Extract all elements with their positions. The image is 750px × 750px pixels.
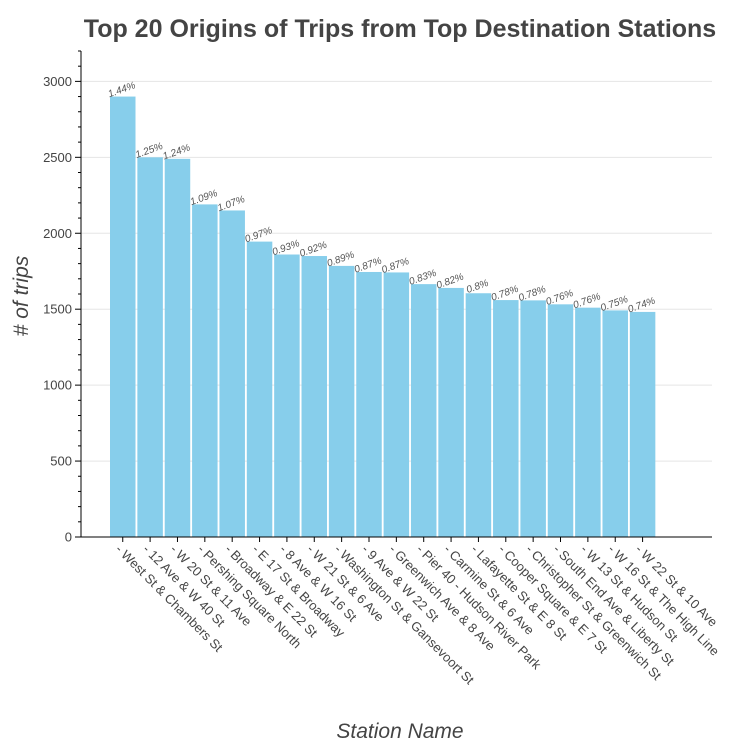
bar-10 <box>356 271 382 537</box>
bar-6 <box>246 241 273 537</box>
y-tick-label-2000: 2000 <box>43 226 72 241</box>
bar-18 <box>575 307 601 537</box>
bar-3 <box>164 158 191 538</box>
y-tick-label-500: 500 <box>50 454 72 469</box>
bar-12 <box>410 284 437 537</box>
bar-9 <box>328 265 355 537</box>
chart-title: Top 20 Origins of Trips from Top Destina… <box>84 15 716 43</box>
bar-15 <box>493 300 519 537</box>
x-axis-label: Station Name <box>336 720 463 743</box>
data-label-14: 0.8% <box>465 278 490 296</box>
bar-2 <box>137 157 163 537</box>
bar-5 <box>219 210 245 537</box>
y-axis-label: # of trips <box>10 255 33 336</box>
y-tick-label-0: 0 <box>65 530 72 545</box>
y-tick-label-1000: 1000 <box>43 378 72 393</box>
bar-19 <box>602 310 628 537</box>
bar-8 <box>301 256 328 537</box>
bar-20 <box>629 311 656 537</box>
bar-4 <box>192 204 218 538</box>
bar-7 <box>274 254 300 537</box>
x-axis-ticks: - West St & Chambers St- 12 Ave & W 40 S… <box>113 537 722 687</box>
bar-17 <box>547 304 574 537</box>
y-tick-label-1500: 1500 <box>43 302 72 317</box>
y-tick-label-3000: 3000 <box>43 74 72 89</box>
bar-16 <box>520 300 546 537</box>
bars-group <box>110 96 656 538</box>
y-axis-ticks: 0 500 1000 1500 2000 2500 3000 <box>43 50 81 545</box>
y-tick-label-2500: 2500 <box>43 150 72 165</box>
bar-11 <box>383 272 410 537</box>
bar-1 <box>110 96 136 537</box>
bar-14 <box>465 293 492 537</box>
bar-13 <box>438 287 464 537</box>
